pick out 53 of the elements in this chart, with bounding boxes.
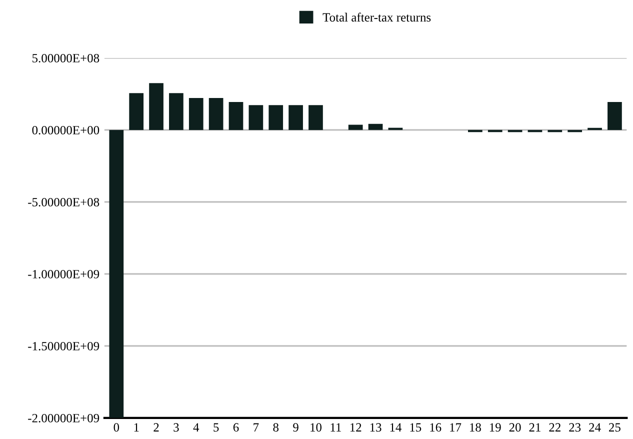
x-tick-label: 9 <box>293 423 298 432</box>
x-tick-label: 1 <box>134 423 139 432</box>
y-tick-label: -1.00000E+09 <box>28 270 100 278</box>
bar <box>348 124 363 130</box>
x-tick-label: 14 <box>390 423 402 432</box>
x-tick-label: 21 <box>529 423 540 432</box>
bar <box>188 98 204 130</box>
y-tick-label: -2.00000E+09 <box>28 414 100 422</box>
bar <box>308 105 323 130</box>
bar <box>288 105 303 130</box>
bar <box>129 93 144 130</box>
x-tick-label: 6 <box>233 423 239 432</box>
x-tick-label: 2 <box>154 423 159 432</box>
y-tick-label: 0.00000E+00 <box>32 126 100 134</box>
x-tick-label: 23 <box>569 423 581 432</box>
bar <box>528 130 542 132</box>
bar <box>208 98 224 130</box>
x-tick-label: 13 <box>370 423 382 432</box>
x-tick-label: 4 <box>193 423 200 432</box>
y-tick-label: -1.50000E+09 <box>28 342 100 350</box>
bar <box>508 130 522 132</box>
x-tick-label: 25 <box>609 423 620 432</box>
bar <box>488 130 502 132</box>
bar <box>248 105 264 130</box>
x-tick-label: 17 <box>450 423 462 432</box>
x-tick-label: 3 <box>174 423 179 432</box>
x-tick-label: 10 <box>310 423 322 432</box>
x-tick-label: 5 <box>214 423 219 432</box>
bar <box>548 130 562 132</box>
x-tick-label: 16 <box>430 423 442 432</box>
y-tick-label: -5.00000E+08 <box>28 198 100 206</box>
x-tick-label: 19 <box>490 423 501 432</box>
bar <box>109 130 124 418</box>
x-tick-label: 24 <box>589 423 601 432</box>
x-tick-label: 0 <box>114 423 120 432</box>
x-tick-label: 22 <box>549 423 560 432</box>
x-tick-label: 8 <box>273 423 279 432</box>
bar <box>568 130 582 132</box>
x-tick-label: 12 <box>350 423 362 432</box>
x-tick-label: 20 <box>509 423 521 432</box>
legend-label: Total after-tax returns <box>322 12 431 22</box>
bar <box>228 102 244 130</box>
y-tick-label: 5.00000E+08 <box>32 54 100 62</box>
bar <box>169 93 184 130</box>
x-tick-label: 18 <box>470 423 481 432</box>
bar <box>468 130 482 132</box>
bar <box>608 102 622 130</box>
bar <box>368 124 383 130</box>
x-tick-label: 15 <box>410 423 422 432</box>
bar <box>149 83 164 130</box>
bar <box>268 105 284 130</box>
x-tick-label: 11 <box>330 423 341 432</box>
x-tick-label: 7 <box>254 423 259 432</box>
